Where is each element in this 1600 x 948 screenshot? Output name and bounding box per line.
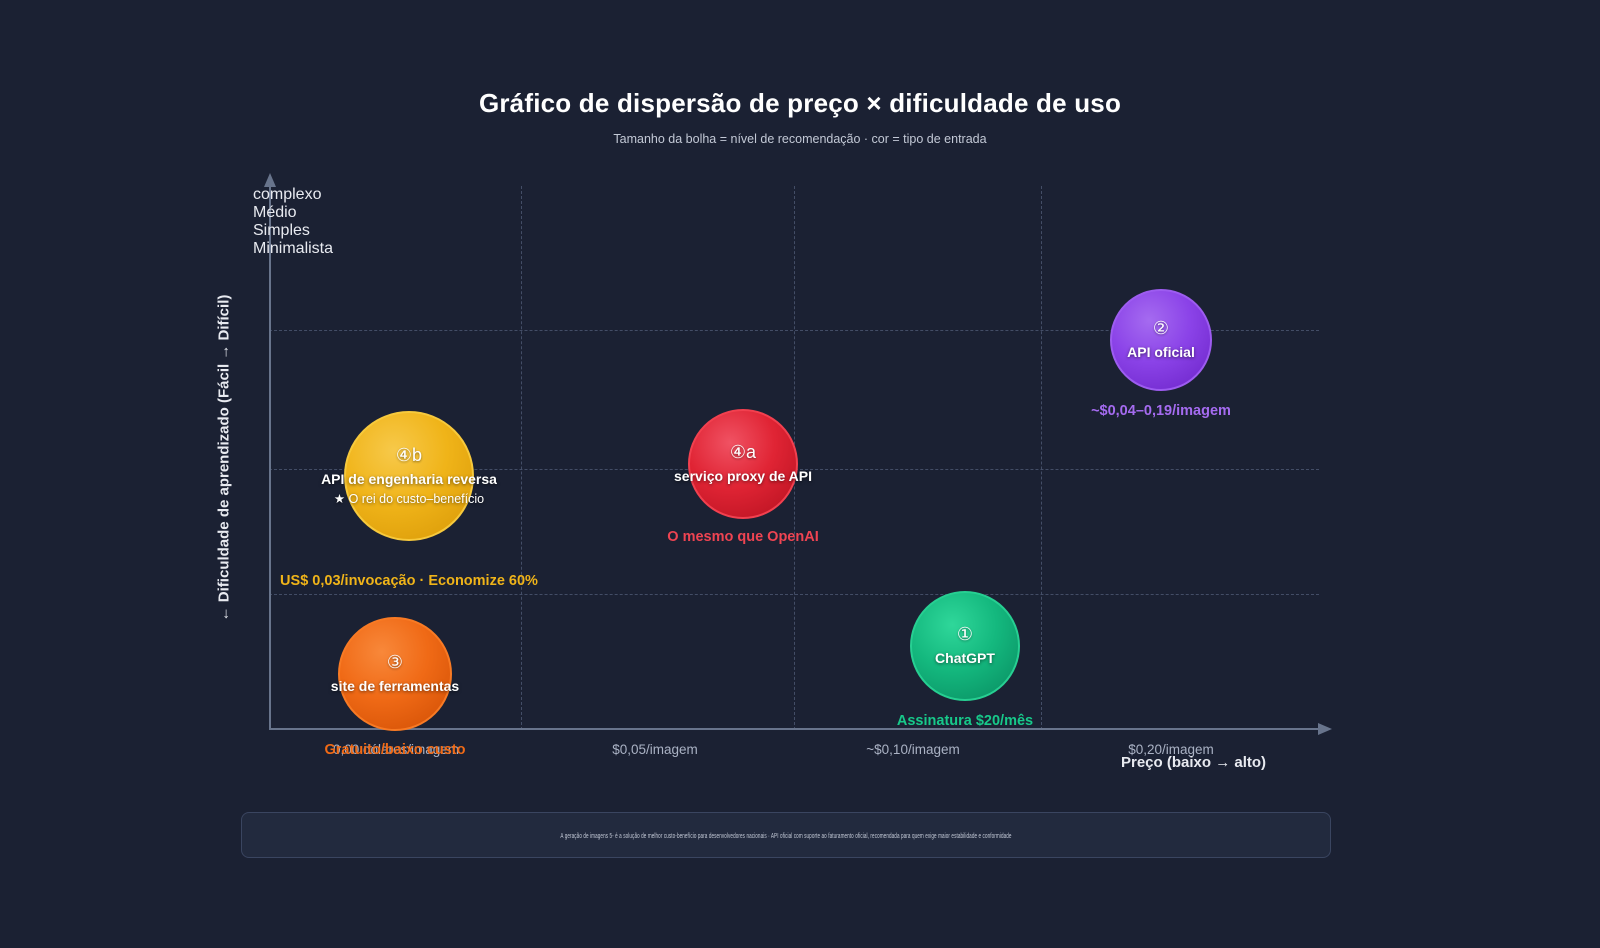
bubble-2-label: API oficial bbox=[1127, 344, 1195, 361]
y-tick-simples: Simples bbox=[253, 222, 310, 239]
y-tick-minimalista: Minimalista bbox=[253, 240, 334, 257]
bubble-4b-label: API de engenharia reversa bbox=[321, 470, 497, 487]
bubble-1[interactable]: ① ChatGPT bbox=[910, 591, 1020, 701]
bubble-3-label: site de ferramentas bbox=[330, 678, 460, 695]
x-tick-1: $0,05/imagem bbox=[612, 742, 698, 757]
page-title: Gráfico de dispersão de preço × dificuld… bbox=[478, 88, 1122, 118]
bubble-4b-note: ★ O rei do custo–benefício bbox=[333, 492, 485, 507]
chart-subtitle: Tamanho da bolha = nível de recomendação… bbox=[613, 132, 987, 146]
caption-2: ~$0,04–0,19/imagem bbox=[1091, 403, 1231, 419]
y-axis-line bbox=[264, 173, 276, 730]
footnote-text: A geração de imagens 5- é a solução de m… bbox=[560, 831, 1012, 839]
y-tick-medio: Médio bbox=[253, 204, 297, 221]
gridline-vertical-1 bbox=[521, 186, 522, 730]
caption-1: Assinatura $20/mês bbox=[896, 713, 1034, 729]
y-axis-arrow-icon bbox=[264, 173, 276, 187]
y-tick-complexo: complexo bbox=[253, 186, 322, 203]
bubble-4a[interactable]: ④a serviço proxy de API bbox=[674, 409, 812, 519]
bubble-2[interactable]: ② API oficial bbox=[1110, 289, 1212, 391]
caption-4a: O mesmo que OpenAI bbox=[667, 529, 819, 545]
bubble-3[interactable]: ③ site de ferramentas bbox=[331, 617, 459, 731]
bubble-4a-marker: ④a bbox=[729, 442, 757, 463]
y-axis-title: ← Dificuldade de aprendizado (Fácil → Di… bbox=[215, 294, 233, 622]
x-axis-title: Preço (baixo → alto) bbox=[1121, 754, 1267, 771]
x-tick-3: $0,20/imagem bbox=[1128, 742, 1214, 757]
bubble-3-marker: ③ bbox=[386, 652, 404, 673]
bubble-1-label: ChatGPT bbox=[935, 650, 995, 667]
x-tick-2: ~$0,10/imagem bbox=[866, 742, 960, 757]
bubble-2-marker: ② bbox=[1152, 318, 1170, 339]
gridline-horizontal-3 bbox=[269, 594, 1319, 595]
bubble-4b[interactable]: ④b API de engenharia reversa ★ O rei do … bbox=[321, 411, 497, 541]
bubble-1-marker: ① bbox=[956, 624, 974, 645]
plot-area: complexo Médio Simples Minimalista 0,00 … bbox=[216, 173, 1332, 771]
caption-3: Gratuito/baixo custo bbox=[324, 742, 466, 758]
caption-4b: US$ 0,03/invocação · Economize 60% bbox=[280, 573, 538, 589]
gridline-horizontal-1 bbox=[269, 330, 1319, 331]
footnote-bar: A geração de imagens 5- é a solução de m… bbox=[241, 812, 1331, 858]
x-axis-arrow-icon bbox=[1318, 723, 1332, 735]
x-tick-0: 0,00 dólares/imagem bbox=[332, 742, 460, 757]
x-axis-line bbox=[269, 723, 1332, 735]
bubble-4b-marker: ④b bbox=[395, 444, 423, 465]
gridline-vertical-3 bbox=[1041, 186, 1042, 730]
bubble-4a-label: serviço proxy de API bbox=[674, 468, 812, 485]
